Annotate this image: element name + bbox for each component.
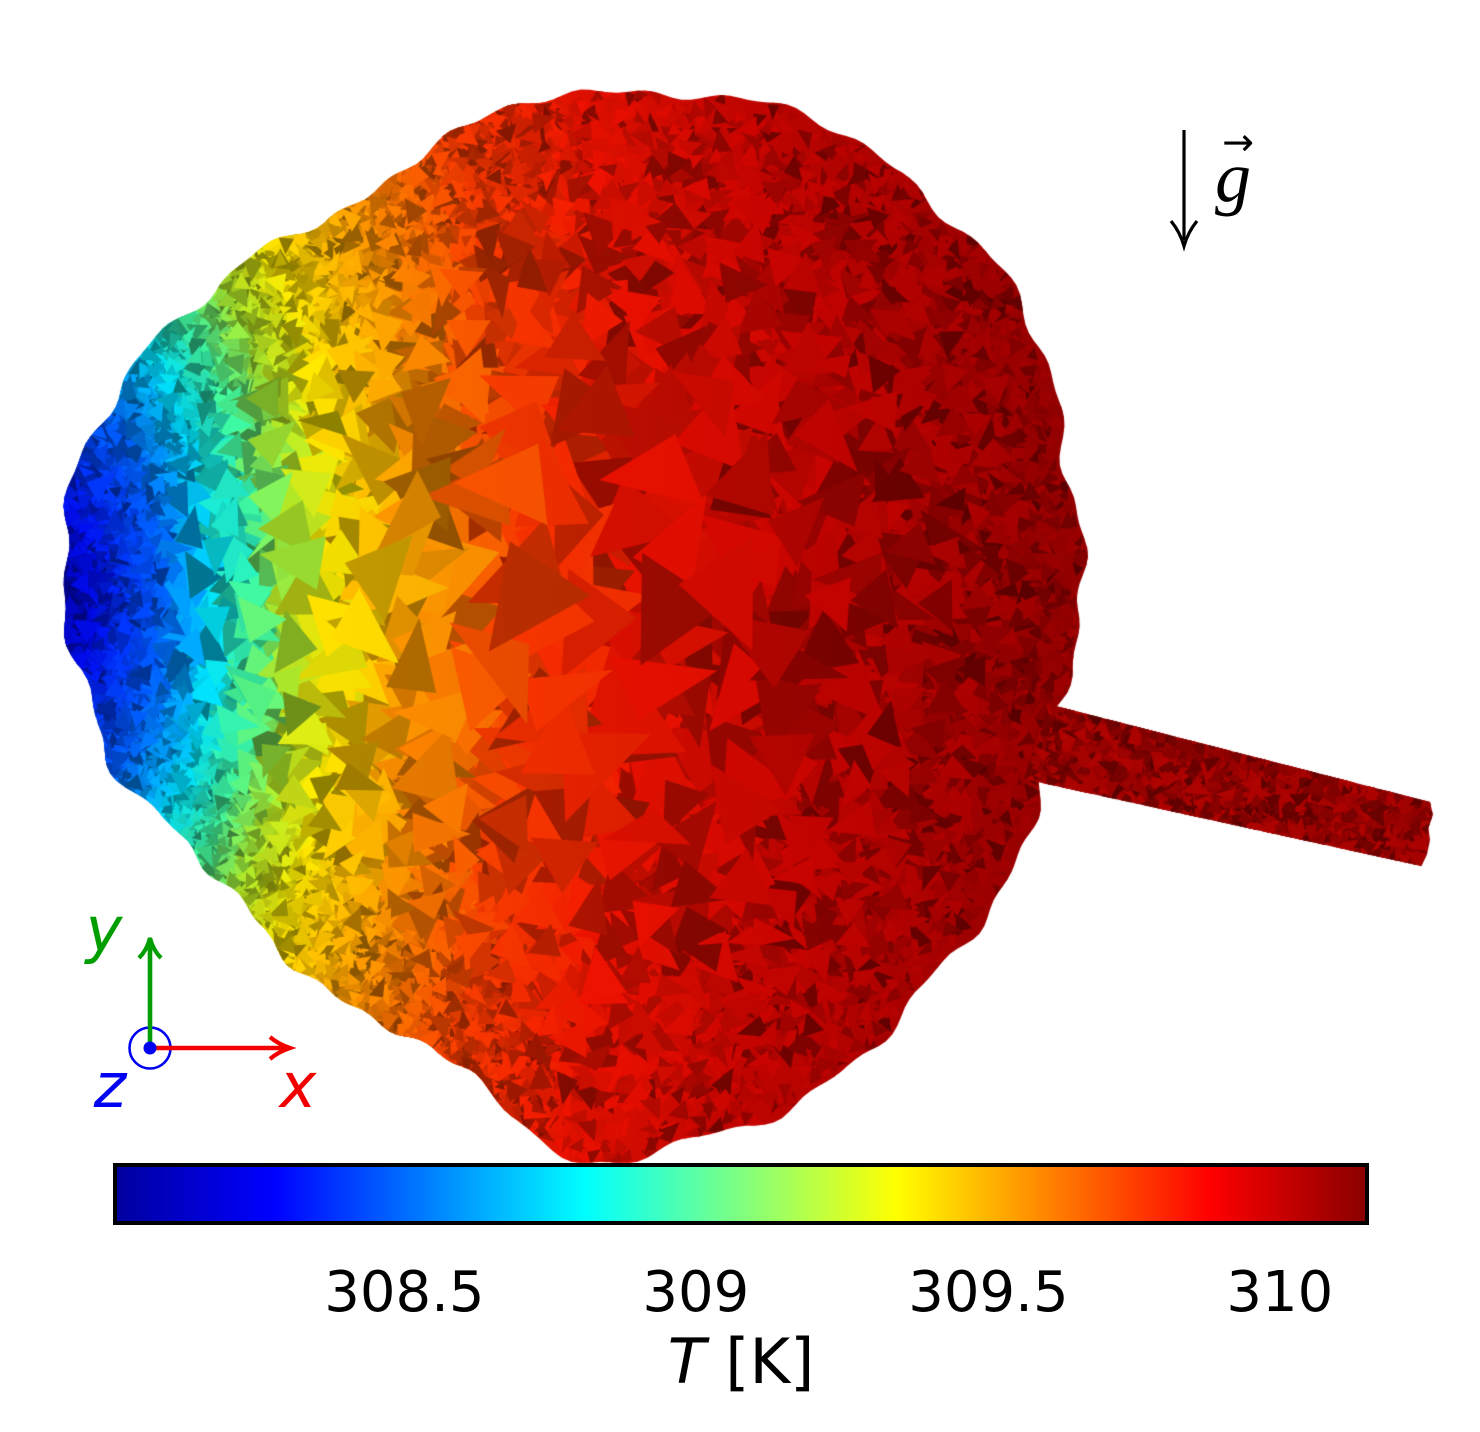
x-axis-label: x (279, 1049, 317, 1122)
colorbar-ticks: 308.5 309 309.5 310 (113, 1265, 1369, 1329)
gravity-symbol: g (1215, 136, 1251, 217)
colorbar-tick: 308.5 (324, 1260, 485, 1325)
gravity-vector-label: → g (1201, 123, 1265, 217)
colorbar-gradient (113, 1163, 1369, 1225)
y-axis-label: y (85, 893, 123, 966)
colorbar-tick: 310 (1226, 1260, 1334, 1325)
z-axis-label: z (93, 1049, 127, 1122)
colorbar-title: T [K] (668, 1326, 815, 1397)
colorbar-title-symbol: T (667, 1325, 706, 1398)
colorbar-tick: 309.5 (908, 1260, 1069, 1325)
colorbar-title-unit: [K] (705, 1325, 815, 1398)
colorbar-tick: 309 (642, 1260, 750, 1325)
